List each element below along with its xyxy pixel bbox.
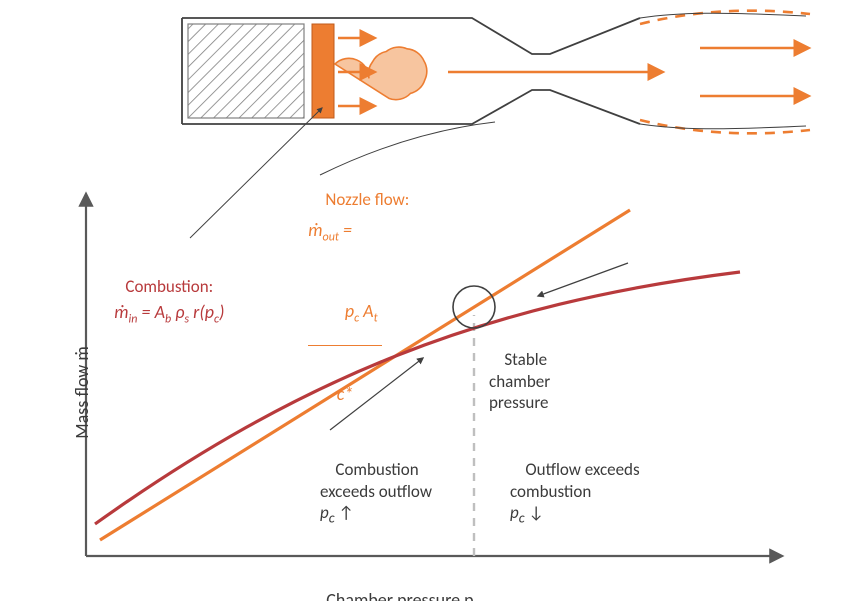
stable-pressure-label: Stablechamberpressure [489,328,550,434]
x-axis-label: Chamber pressure pc [310,566,480,601]
right-region-label: Outflow exceedscombustionpc ↓ [510,438,640,548]
diagram-root: Chamber pressure pc Mass flow ṁ Nozzle f… [0,0,850,601]
left-region-label: Combustionexceeds outflowpc ↑ [320,438,432,548]
y-axis-label: Mass flow ṁ [48,346,116,455]
nozzle-flow-equation: ṁout = pc At c* [292,196,382,464]
combustion-equation: ṁin = Ab ρs r(pc) [98,278,225,350]
